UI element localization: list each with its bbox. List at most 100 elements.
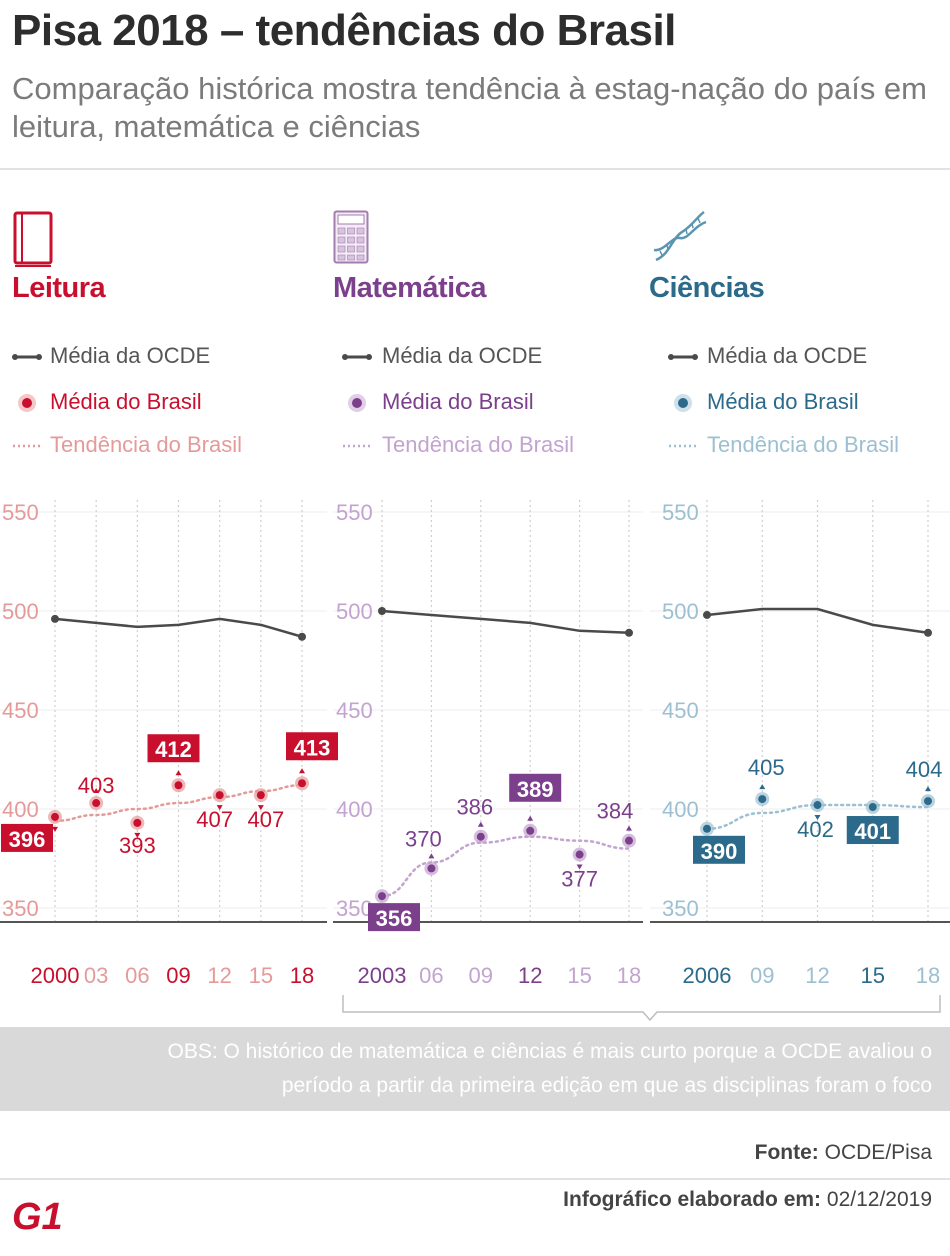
legend-ocde-label: Média da OCDE (50, 343, 211, 368)
data-label: 407 (196, 807, 233, 832)
data-label-box (509, 773, 562, 802)
data-label: 401 (854, 819, 891, 844)
brasil-point (298, 779, 306, 788)
page-title: Pisa 2018 – tendências do Brasil (12, 6, 676, 55)
brasil-point-arrow (175, 770, 182, 776)
subject-matematica-title: Matemática (333, 272, 486, 304)
data-label: 407 (247, 807, 284, 832)
data-label: 402 (797, 817, 834, 842)
brasil-point-arrow (428, 853, 435, 859)
ocde-endpoint (703, 610, 711, 619)
chart-leitura: 550 500 450 400 350 2000 03 06 09 12 15 18 396 403 393… (0, 500, 338, 988)
shorter-history-bracket (342, 995, 941, 1022)
x-tick-label: 12 (207, 963, 231, 988)
brasil-point (813, 801, 822, 810)
x-tick-label: 06 (419, 963, 443, 988)
brasil-legend-marker (18, 394, 36, 412)
data-label: 389 (517, 777, 554, 802)
brasil-point (526, 826, 535, 835)
data-label: 403 (78, 773, 115, 798)
ocde-endpoint (51, 614, 59, 623)
data-label: 412 (155, 737, 192, 762)
brasil-point-arrow (527, 815, 534, 821)
data-label: 377 (561, 867, 598, 892)
page-subtitle: Comparação histórica mostra tendência à … (12, 71, 927, 144)
y-tick-label: 500 (2, 599, 39, 624)
x-tick-label: 2006 (683, 963, 732, 988)
x-tick-label: 18 (916, 963, 940, 988)
source-value: OCDE/Pisa (824, 1141, 932, 1164)
date-label: Infográfico elaborado em: (563, 1188, 822, 1211)
brasil-point-arrow (477, 821, 484, 827)
legend-brasil-label: Média do Brasil (707, 389, 859, 414)
x-tick-label: 06 (125, 963, 149, 988)
x-tick-label: 15 (249, 963, 273, 988)
brasil-point (924, 797, 932, 806)
x-tick-label: 03 (84, 963, 108, 988)
observation-text: OBS: O histórico de matemática e ciência… (32, 1035, 932, 1103)
data-label-box (846, 816, 899, 845)
data-label-box (1, 823, 53, 852)
header-divider (0, 168, 950, 170)
brasil-point (133, 818, 142, 827)
x-tick-label: 15 (567, 963, 591, 988)
data-label-box (368, 903, 420, 932)
data-label: 405 (748, 755, 785, 780)
data-label: 396 (9, 827, 46, 852)
brasil-point-arrow (299, 768, 305, 774)
data-label: 393 (119, 833, 156, 858)
subject-ciencias-title: Ciências (649, 272, 765, 304)
x-tick-label: 18 (617, 963, 641, 988)
brasil-point-arrow (814, 815, 821, 821)
brasil-point (703, 824, 711, 833)
brasil-point (625, 836, 633, 845)
x-tick-label: 09 (750, 963, 774, 988)
trend-line (53, 783, 304, 823)
data-label: 356 (376, 906, 413, 931)
observation-box: OBS: O histórico de matemática e ciência… (0, 1027, 950, 1111)
ocde-series-line (706, 607, 929, 635)
data-label-box (693, 835, 745, 864)
x-tick-label: 15 (861, 963, 885, 988)
y-tick-label: 450 (2, 698, 39, 723)
legend-ocde-label: Média da OCDE (707, 343, 868, 368)
trend-line (380, 835, 631, 898)
y-tick-label: 500 (336, 599, 373, 624)
ocde-endpoint (924, 628, 932, 637)
observation-line-1: OBS: O histórico de matemática e ciência… (167, 1040, 932, 1063)
data-label-box (147, 734, 200, 763)
ocde-legend-marker (342, 354, 372, 360)
brasil-point-arrow (93, 788, 100, 794)
brasil-legend-marker (674, 394, 692, 412)
legend-brasil-label: Média do Brasil (50, 389, 202, 414)
brasil-point (476, 832, 485, 841)
ocde-legend-marker (668, 354, 698, 360)
data-label: 404 (906, 757, 943, 782)
data-label: 370 (405, 826, 442, 851)
x-tick-label: 09 (166, 963, 190, 988)
source-label: Fonte: (754, 1141, 819, 1164)
brasil-point-arrow (52, 826, 58, 832)
legend-trend-label: Tendência do Brasil (50, 432, 243, 457)
calculator-icon (333, 210, 369, 264)
brasil-point-arrow (576, 864, 583, 870)
brasil-point (575, 850, 584, 859)
brasil-point (758, 795, 767, 804)
x-tick-label: 2000 (31, 963, 80, 988)
legend-trend-label: Tendência do Brasil (707, 432, 900, 457)
y-tick-label: 550 (336, 500, 373, 525)
x-tick-label: 2003 (358, 963, 407, 988)
ocde-series-line (54, 617, 303, 638)
chart-ciencias: 550 500 450 400 350 2006 09 12 15 18 390 405 402 401 4… (650, 500, 950, 988)
observation-line-2: período a partir da primeira edição em q… (281, 1074, 932, 1097)
ocde-series-line (381, 609, 630, 635)
brasil-point (92, 799, 101, 808)
brasil-point-arrow (626, 825, 632, 831)
ocde-legend-marker (12, 354, 42, 360)
x-tick-label: 12 (805, 963, 829, 988)
y-tick-label: 500 (662, 599, 699, 624)
legend-brasil-label: Média do Brasil (382, 389, 534, 414)
logo-text: G1 (12, 1196, 63, 1235)
source-credit: Fonte: OCDE/Pisa (755, 1141, 932, 1165)
dna-icon (653, 210, 707, 262)
